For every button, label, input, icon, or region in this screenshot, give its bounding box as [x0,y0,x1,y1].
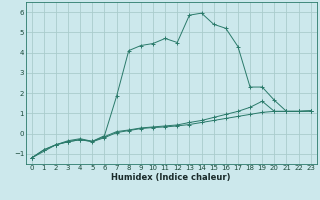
X-axis label: Humidex (Indice chaleur): Humidex (Indice chaleur) [111,173,231,182]
